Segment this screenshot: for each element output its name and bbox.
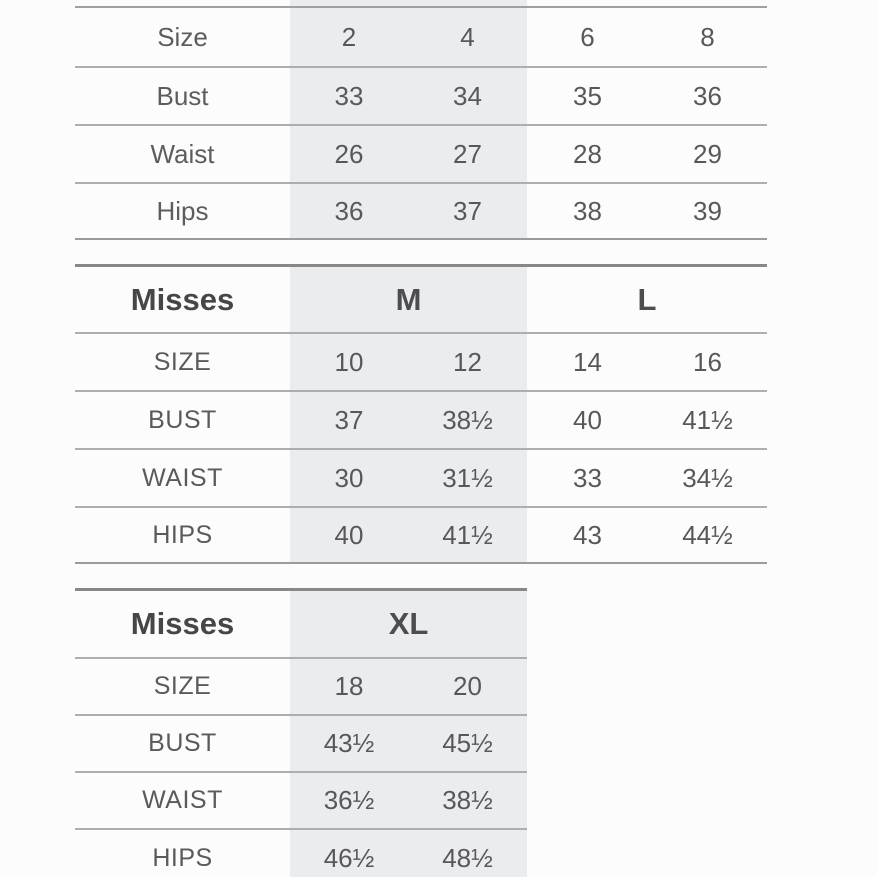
size-value-cell: 14 [573, 346, 602, 377]
table-row: HIPS 46½ 48½ [75, 828, 527, 877]
highlight-band [290, 0, 527, 240]
table-row: WAIST 36½ 38½ [75, 771, 527, 828]
waist-value-cell: 29 [693, 138, 722, 169]
bust-value-cell: 45½ [442, 728, 493, 758]
row-label: SIZE [153, 672, 212, 700]
row-label: Size [157, 21, 208, 52]
row-label: Hips [156, 195, 209, 226]
waist-value-cell: 33 [573, 462, 602, 493]
group-header-l: L [637, 281, 657, 317]
hips-value-cell: 41½ [442, 519, 493, 550]
bust-value-cell: 43½ [323, 728, 375, 758]
size-value-cell: 16 [693, 346, 722, 377]
row-label: SIZE [153, 347, 212, 376]
table-row: WAIST 30 31½ 33 34½ [75, 448, 767, 506]
size-value-cell: 18 [334, 671, 364, 701]
row-label: WAIST [142, 786, 223, 814]
bust-value-cell: 37 [334, 404, 364, 435]
bust-value-cell: 34 [453, 80, 482, 111]
hips-value-cell: 39 [693, 195, 722, 226]
hips-value-cell: 40 [334, 519, 364, 550]
hips-value-cell: 44½ [682, 519, 733, 550]
group-header-m: M [395, 281, 422, 317]
row-label: HIPS [152, 843, 213, 872]
size-value-cell: 12 [453, 346, 482, 377]
bust-value-cell: 33 [334, 80, 364, 111]
group-header-misses: Misses [130, 606, 235, 641]
size-value-cell: 4 [460, 21, 475, 52]
row-label: BUST [148, 729, 217, 757]
row-label: Waist [150, 138, 215, 169]
bust-value-cell: 41½ [682, 404, 733, 435]
table-row: Hips 36 37 38 39 [75, 182, 767, 240]
size-table-misses-xl: Misses XL SIZE 18 20 BUST 43½ 45½ WAIST … [75, 588, 527, 877]
table-top-spacer [75, 0, 767, 8]
table-header-row: Misses M L [75, 267, 767, 332]
group-header-misses: Misses [130, 281, 235, 317]
table-header-row: Misses XL [75, 591, 527, 657]
waist-value-cell: 38½ [442, 785, 493, 815]
hips-value-cell: 43 [573, 519, 602, 550]
row-label: HIPS [152, 520, 213, 549]
table-row: Waist 26 27 28 29 [75, 124, 767, 182]
size-value-cell: 20 [453, 671, 482, 701]
hips-value-cell: 46½ [323, 842, 375, 873]
table-row: BUST 43½ 45½ [75, 714, 527, 771]
bust-value-cell: 36 [693, 80, 722, 111]
hips-value-cell: 36 [334, 195, 364, 226]
waist-value-cell: 26 [334, 138, 364, 169]
table-row: Bust 33 34 35 36 [75, 66, 767, 124]
table-row: HIPS 40 41½ 43 44½ [75, 506, 767, 564]
row-label: Bust [156, 80, 209, 111]
waist-value-cell: 30 [334, 462, 364, 493]
size-value-cell: 2 [341, 21, 357, 52]
hips-value-cell: 48½ [442, 842, 493, 873]
bust-value-cell: 35 [573, 80, 602, 111]
row-label: BUST [148, 405, 217, 434]
bust-value-cell: 38½ [442, 404, 493, 435]
size-table-misses-m-l: Misses M L SIZE 10 12 14 16 BUST 37 38½ … [75, 264, 767, 564]
size-value-cell: 8 [700, 21, 715, 52]
waist-value-cell: 28 [573, 138, 602, 169]
size-table-2-8: Size 2 4 6 8 Bust 33 34 35 36 Waist 26 2… [75, 0, 767, 240]
size-value-cell: 10 [334, 346, 364, 377]
group-header-xl: XL [388, 606, 429, 641]
table-row: BUST 37 38½ 40 41½ [75, 390, 767, 448]
bust-value-cell: 40 [573, 404, 602, 435]
waist-value-cell: 31½ [442, 462, 493, 493]
hips-value-cell: 38 [573, 195, 602, 226]
waist-value-cell: 34½ [682, 462, 733, 493]
table-row: Size 2 4 6 8 [75, 8, 767, 66]
size-value-cell: 6 [580, 21, 595, 52]
waist-value-cell: 36½ [323, 785, 375, 815]
table-row: SIZE 18 20 [75, 657, 527, 714]
waist-value-cell: 27 [453, 138, 482, 169]
table-row: SIZE 10 12 14 16 [75, 332, 767, 390]
highlight-band [290, 267, 527, 564]
row-label: WAIST [142, 463, 223, 492]
hips-value-cell: 37 [453, 195, 482, 226]
